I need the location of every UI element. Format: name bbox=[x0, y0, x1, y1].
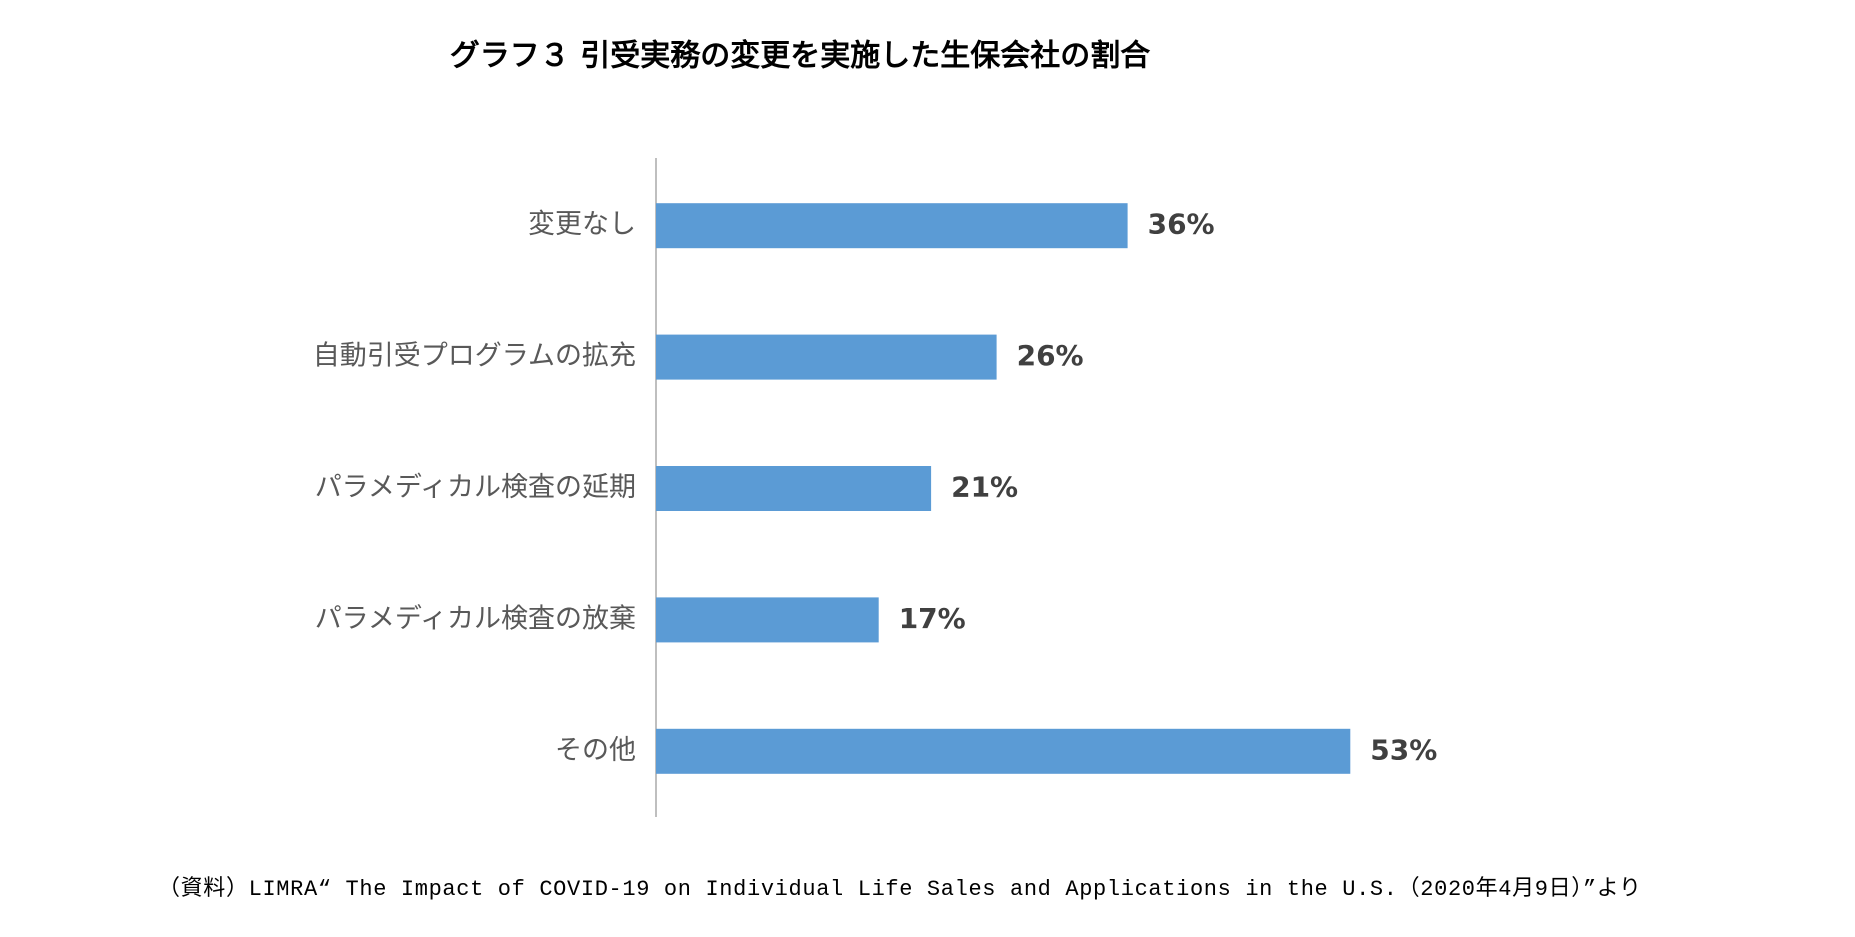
value-label: 53% bbox=[1370, 733, 1437, 766]
category-label: 自動引受プログラムの拡充 bbox=[313, 341, 636, 372]
category-label: パラメディカル検査の延期 bbox=[315, 472, 636, 503]
value-label: 36% bbox=[1148, 208, 1215, 241]
category-label: パラメディカル検査の放棄 bbox=[315, 603, 636, 634]
bar bbox=[656, 466, 932, 511]
value-label: 26% bbox=[1017, 339, 1084, 372]
chart-title: グラフ３ 引受実務の変更を実施した生保会社の割合 bbox=[450, 39, 1150, 74]
bar bbox=[656, 203, 1128, 249]
category-label: その他 bbox=[555, 735, 636, 766]
bar bbox=[656, 597, 879, 643]
bar bbox=[656, 334, 997, 380]
source-note: （資料）LIMRA“ The Impact of COVID-19 on Ind… bbox=[158, 876, 1641, 902]
bar bbox=[656, 728, 1351, 774]
value-label: 17% bbox=[899, 602, 966, 635]
category-label: 変更なし bbox=[528, 209, 636, 240]
value-label: 21% bbox=[951, 471, 1018, 504]
